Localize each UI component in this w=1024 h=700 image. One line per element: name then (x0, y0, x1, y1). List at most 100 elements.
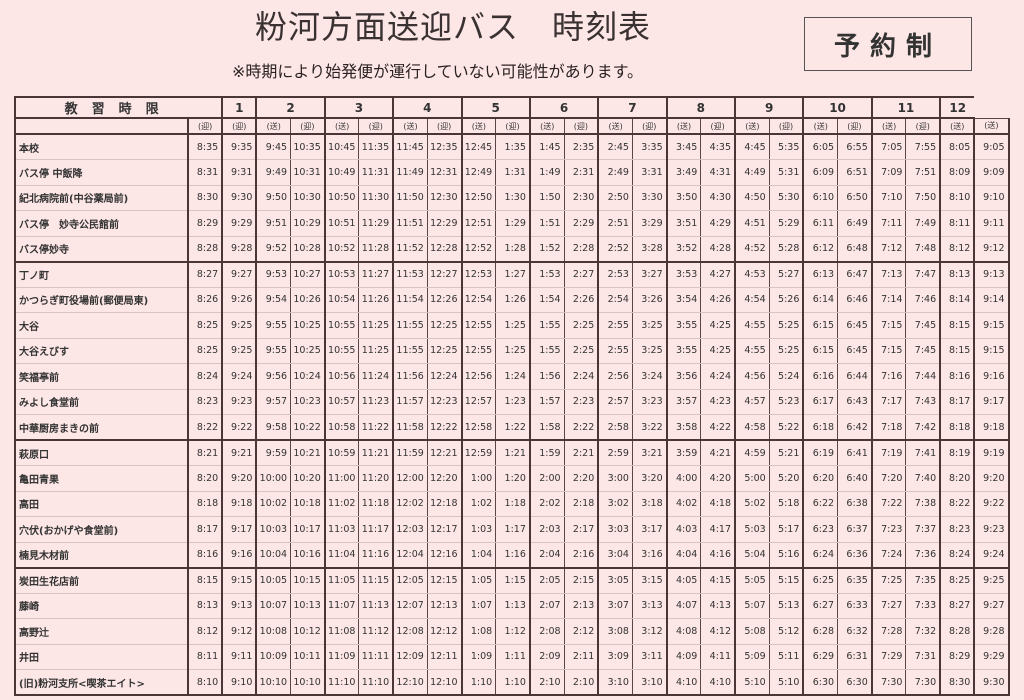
time-cell: 8:27 (939, 593, 975, 619)
time-cell: 8:18 (939, 414, 975, 441)
time-cell: 3:10 (631, 669, 667, 696)
time-cell: 9:05 (973, 134, 1010, 160)
time-cell: 1:56 (528, 363, 565, 390)
time-cell: 11:23 (358, 389, 394, 415)
stop-name: 穴伏(おかげや食堂前) (14, 516, 189, 543)
time-cell: 9:12 (973, 236, 1010, 263)
time-cell: 4:56 (733, 363, 770, 390)
time-cell: 6:33 (837, 593, 872, 619)
time-cell: 6:17 (802, 389, 838, 415)
time-cell: 6:45 (837, 338, 872, 364)
time-cell: 12:16 (426, 542, 462, 569)
reservation-badge: 予約制 (804, 17, 972, 71)
time-cell: 9:23 (973, 516, 1010, 543)
time-cell: 11:59 (392, 440, 428, 466)
time-cell: 12:30 (426, 185, 462, 211)
time-cell: 7:47 (905, 261, 941, 288)
time-cell: 12:00 (392, 465, 428, 492)
time-cell: 1:54 (528, 287, 565, 313)
time-cell: 2:26 (563, 287, 599, 313)
time-cell: 11:21 (358, 440, 394, 466)
time-cell: 12:51 (460, 210, 496, 237)
time-cell: 10:55 (323, 338, 359, 364)
time-cell: 9:58 (255, 414, 291, 441)
time-cell: 9:50 (255, 185, 291, 211)
time-cell: 3:05 (597, 567, 633, 594)
period-header: 7 (597, 96, 667, 119)
time-cell: 6:29 (802, 644, 838, 670)
blank-header (14, 117, 188, 135)
time-cell: 1:08 (460, 618, 496, 645)
table-row: バス停 妙寺公民館前 8:29 9:29 9:51 10:29 10:51 11:29 11:… (14, 210, 1010, 237)
time-cell: 1:17 (495, 516, 530, 543)
time-cell: 12:55 (460, 338, 496, 364)
time-cell: 7:50 (905, 185, 941, 211)
time-cell: 8:16 (939, 363, 975, 390)
time-cell: 1:28 (495, 236, 530, 263)
time-cell: 8:11 (186, 644, 223, 670)
time-cell: 4:35 (700, 134, 735, 160)
corner-label: 教習時限 (13, 96, 223, 119)
stop-name: 笑福亭前 (14, 363, 189, 390)
time-cell: 6:47 (837, 261, 872, 288)
time-cell: 9:27 (973, 593, 1010, 619)
time-cell: 11:16 (358, 542, 394, 569)
time-cell: 9:25 (221, 312, 257, 339)
direction-label: (送) (597, 117, 633, 135)
table-row: 高田 8:18 9:18 10:02 10:18 11:02 11:18 12:02 12:18… (14, 491, 1010, 517)
time-cell: 8:22 (186, 414, 223, 441)
time-cell: 9:16 (973, 363, 1010, 390)
time-cell: 6:44 (837, 363, 872, 390)
stop-name: 楠見木材前 (14, 542, 189, 569)
time-cell: 5:07 (733, 593, 770, 619)
time-cell: 2:25 (563, 312, 599, 339)
time-cell: 7:44 (905, 363, 941, 390)
time-cell: 5:04 (733, 542, 770, 569)
time-cell: 5:17 (768, 516, 804, 543)
time-cell: 4:21 (700, 440, 735, 466)
time-cell: 8:16 (186, 542, 223, 569)
time-cell: 8:10 (939, 185, 975, 211)
time-cell: 6:12 (802, 236, 838, 263)
stop-name: バス停 妙寺公民館前 (14, 210, 189, 237)
time-cell: 6:32 (837, 618, 872, 645)
period-header: 2 (255, 96, 325, 119)
time-cell: 9:57 (255, 389, 291, 415)
time-cell: 2:03 (528, 516, 565, 543)
time-cell: 12:17 (426, 516, 462, 543)
time-cell: 2:50 (597, 185, 633, 211)
time-cell: 2:18 (563, 491, 599, 517)
direction-label: (迎) (768, 117, 804, 135)
time-cell: 12:12 (426, 618, 462, 645)
time-cell: 8:31 (186, 159, 223, 186)
time-cell: 6:38 (837, 491, 872, 517)
time-cell: 1:15 (495, 567, 530, 594)
time-cell: 4:22 (700, 414, 735, 441)
time-cell: 3:35 (631, 134, 667, 160)
time-cell: 8:12 (186, 618, 223, 645)
time-cell: 10:15 (290, 567, 325, 594)
time-cell: 6:55 (837, 134, 872, 160)
time-cell: 12:28 (426, 236, 462, 263)
time-cell: 4:28 (700, 236, 735, 263)
time-cell: 5:11 (768, 644, 804, 670)
time-cell: 2:57 (597, 389, 633, 415)
time-cell: 8:26 (186, 287, 223, 313)
time-cell: 9:56 (255, 363, 291, 390)
stop-name: 井田 (14, 644, 189, 670)
time-cell: 12:29 (426, 210, 462, 237)
time-cell: 5:16 (768, 542, 804, 569)
period-header: 1 (221, 96, 257, 119)
time-cell: 3:16 (631, 542, 667, 569)
time-cell: 9:30 (973, 669, 1010, 696)
time-cell: 9:52 (255, 236, 291, 263)
time-cell: 9:30 (221, 185, 257, 211)
time-cell: 1:10 (460, 669, 496, 696)
time-cell: 3:25 (631, 338, 667, 364)
direction-label: (迎) (563, 117, 599, 135)
time-cell: 10:00 (255, 465, 291, 492)
time-cell: 7:36 (905, 542, 941, 569)
table-row: 楠見木材前 8:16 9:16 10:04 10:16 11:04 11:16 12:04 12… (14, 542, 1010, 569)
time-cell: 10:59 (323, 440, 359, 466)
time-cell: 1:12 (495, 618, 530, 645)
